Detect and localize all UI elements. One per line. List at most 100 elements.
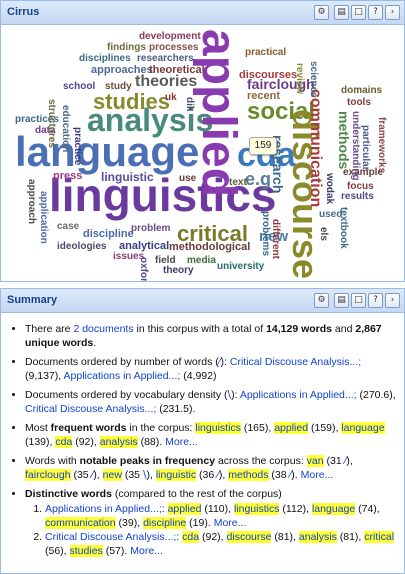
cloud-word-frameworks[interactable]: frameworks (376, 117, 387, 174)
word-link[interactable]: linguistic (155, 469, 197, 481)
cloud-word-studies[interactable]: studies (93, 89, 170, 114)
document-link[interactable]: Applications in Applied...; (239, 389, 357, 401)
cloud-word-methods[interactable]: methods (336, 111, 352, 170)
cloud-word-discourses[interactable]: discourses (239, 69, 297, 81)
cloud-word-theories[interactable]: theories (135, 73, 197, 90)
cloud-word-domains[interactable]: domains (341, 85, 383, 96)
document-link[interactable]: Critical Discouse Analysis...; (25, 403, 157, 415)
cloud-word-study[interactable]: study (105, 81, 132, 92)
cloud-word-fairclough[interactable]: fairclough (247, 76, 315, 92)
cloud-word-tools[interactable]: tools (347, 97, 371, 108)
cloud-word-linguistics[interactable]: linguistics (49, 169, 276, 221)
cloud-word-particular[interactable]: particular (360, 125, 371, 171)
document-link[interactable]: Applications in Applied...; (45, 503, 162, 515)
cloud-word-communication[interactable]: communication (307, 89, 324, 207)
word-link[interactable]: discourse (226, 531, 272, 543)
cloud-word-els[interactable]: els (318, 227, 329, 241)
cloud-word-social[interactable]: social (247, 98, 315, 125)
cloud-word-methodological[interactable]: methodological (169, 241, 250, 253)
cloud-word-recent[interactable]: recent (247, 90, 280, 102)
word-link[interactable]: communication (45, 517, 116, 529)
cloud-word-review[interactable]: review (294, 63, 305, 94)
cloud-word-development[interactable]: development (139, 31, 201, 42)
word-link[interactable]: new (102, 469, 122, 481)
cloud-word-theory[interactable]: theory (163, 265, 194, 276)
cloud-word-education[interactable]: education (60, 105, 71, 152)
save-icon[interactable]: ▤ (334, 5, 349, 20)
gear-icon[interactable]: ⚙ (314, 293, 329, 308)
word-link[interactable]: language (311, 503, 356, 515)
documents-link[interactable]: 2 documents (73, 323, 134, 335)
cloud-word-theoretical[interactable]: theoretical (149, 64, 205, 76)
cloud-word-case[interactable]: case (57, 221, 80, 232)
cloud-word-understanding[interactable]: understanding (350, 111, 361, 180)
close-icon[interactable]: › (385, 5, 400, 20)
cloud-word-critical[interactable]: critical (177, 221, 248, 246)
word-link[interactable]: cda (55, 436, 73, 448)
cloud-word-textbook[interactable]: textbook (338, 207, 349, 249)
document-link[interactable]: Applications in Applied...; (63, 370, 181, 382)
document-link[interactable]: Critical Discouse Analysis...; (45, 531, 177, 543)
more-link[interactable]: More... (300, 469, 334, 481)
cloud-word-results[interactable]: results (341, 191, 374, 202)
cloud-word-use[interactable]: use (179, 173, 197, 184)
word-link[interactable]: critical (364, 531, 395, 543)
word-link[interactable]: applied (167, 503, 202, 515)
cloud-word-approach[interactable]: approach (26, 179, 37, 224)
cloud-word-focus[interactable]: focus (347, 181, 374, 192)
cloud-word-discourse[interactable]: discourse (285, 109, 326, 279)
cloud-word-press[interactable]: press (53, 170, 82, 182)
cloud-word-problems[interactable]: problems (260, 211, 271, 256)
cloud-word-issues[interactable]: issues (113, 251, 145, 262)
cloud-word-wodak[interactable]: wodak (324, 172, 335, 205)
word-link[interactable]: van (306, 455, 324, 467)
cloud-word-school[interactable]: school (63, 81, 95, 92)
cloud-word-application[interactable]: application (38, 191, 49, 244)
close-icon[interactable]: › (385, 293, 400, 308)
cloud-word-linguistic[interactable]: linguistic (101, 170, 154, 184)
cloud-word-language[interactable]: language (15, 128, 199, 175)
word-link[interactable]: discipline (143, 517, 187, 529)
cloud-word-practices[interactable]: practices (15, 114, 59, 125)
cloud-word-practical[interactable]: practical (245, 47, 286, 58)
cloud-word-approaches[interactable]: approaches (91, 64, 153, 76)
document-link[interactable]: Critical Discouse Analysis...; (229, 356, 362, 368)
word-link[interactable]: linguistics (233, 503, 280, 515)
cloud-word-new[interactable]: new (259, 228, 289, 245)
word-link[interactable]: methods (228, 469, 269, 481)
cloud-word-problem[interactable]: problem (131, 223, 171, 234)
cloud-word-text[interactable]: text (229, 177, 247, 188)
more-link[interactable]: More... (213, 517, 247, 529)
word-link[interactable]: analysis (99, 436, 138, 448)
help-icon[interactable]: ? (368, 5, 383, 20)
word-link[interactable]: applied (274, 422, 309, 434)
cloud-word-field[interactable]: field (155, 255, 176, 266)
cloud-word-dik[interactable]: dik (184, 97, 195, 112)
word-link[interactable]: studies (69, 545, 103, 557)
cloud-word-media[interactable]: media (187, 255, 216, 266)
cloud-word-e-g[interactable]: e.g (245, 169, 271, 189)
help-icon[interactable]: ? (368, 293, 383, 308)
save-icon[interactable]: ▤ (334, 293, 349, 308)
cloud-word-researchers[interactable]: researchers (137, 53, 194, 64)
cloud-word-science[interactable]: science (308, 61, 319, 98)
more-link[interactable]: More... (165, 436, 198, 448)
word-link[interactable]: linguistics (195, 422, 241, 434)
cloud-word-analysis[interactable]: analysis (87, 102, 213, 138)
cloud-word-university[interactable]: university (217, 261, 265, 272)
word-link[interactable]: language (341, 422, 385, 434)
cloud-word-applied[interactable]: applied (192, 29, 245, 197)
cloud-word-discipline[interactable]: discipline (83, 228, 134, 240)
cloud-word-used[interactable]: used (319, 209, 342, 220)
cloud-word-practice[interactable]: practice (72, 127, 83, 166)
cloud-word-example[interactable]: example (343, 167, 383, 178)
cloud-word-different[interactable]: different (270, 219, 281, 260)
cloud-word-data[interactable]: data (35, 125, 56, 136)
cloud-word-oxford[interactable]: oxford (138, 257, 149, 281)
cloud-word-findings[interactable]: findings (107, 42, 146, 53)
cloud-word-processes[interactable]: processes (149, 42, 199, 53)
cloud-word-uk[interactable]: uk (165, 92, 177, 103)
word-link[interactable]: cda (182, 531, 200, 543)
gear-icon[interactable]: ⚙ (314, 5, 329, 20)
cloud-word-analytical[interactable]: analytical (119, 240, 169, 252)
